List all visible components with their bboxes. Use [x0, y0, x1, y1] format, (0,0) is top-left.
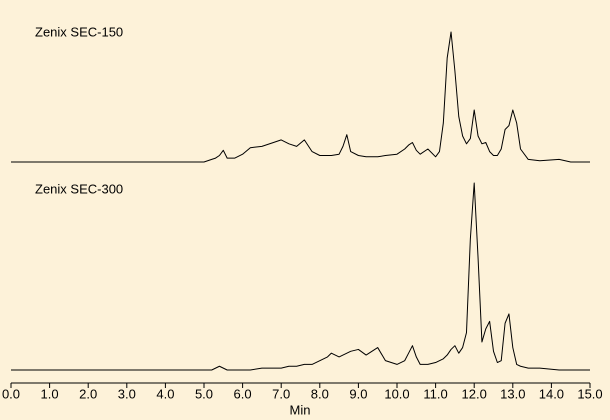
x-tick-label: 12.0: [462, 386, 487, 401]
x-tick-label: 14.0: [539, 386, 564, 401]
x-tick-label: 0.0: [2, 386, 20, 401]
x-tick-label: 13.0: [500, 386, 525, 401]
x-tick-label: 10.0: [384, 386, 409, 401]
x-tick-label: 1.0: [41, 386, 59, 401]
x-tick-label: 4.0: [156, 386, 174, 401]
x-tick-label: 15.0: [577, 386, 602, 401]
x-tick-label: 7.0: [272, 386, 290, 401]
trace-label: Zenix SEC-150: [35, 24, 123, 39]
x-axis-label: Min: [290, 402, 311, 417]
x-tick-label: 3.0: [118, 386, 136, 401]
x-tick-label: 11.0: [423, 386, 447, 401]
trace-label: Zenix SEC-300: [35, 181, 123, 196]
chromatogram-trace: [11, 182, 590, 371]
x-tick-label: 6.0: [234, 386, 252, 401]
x-tick-label: 9.0: [349, 386, 367, 401]
x-tick-label: 8.0: [311, 386, 329, 401]
x-tick-label: 5.0: [195, 386, 213, 401]
x-tick-label: 2.0: [79, 386, 97, 401]
chromatogram-trace: [11, 31, 590, 163]
